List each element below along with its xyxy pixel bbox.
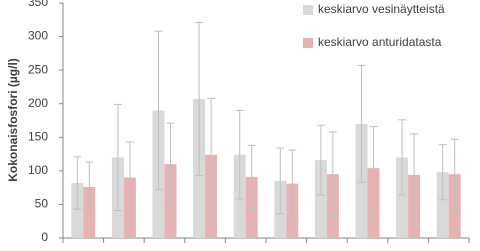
error-bar (369, 126, 378, 211)
y-tick-label: 250 (28, 62, 48, 76)
y-tick-label: 0 (41, 230, 48, 244)
legend-label: keskiarvo anturidatasta (318, 35, 442, 49)
error-bar (235, 109, 244, 200)
bar (83, 186, 96, 238)
y-axis-label: Kokonaisfosfori (µg/l) (6, 58, 20, 182)
legend-label: keskiarvo vesinäytteistä (318, 2, 445, 16)
y-tick-label: 200 (28, 96, 48, 110)
y-tick-label: 50 (35, 197, 49, 211)
y-tick-label: 100 (28, 163, 48, 177)
legend-swatch (303, 5, 313, 15)
error-bar (195, 21, 204, 177)
y-tick-label: 350 (28, 0, 48, 9)
bar (436, 172, 449, 238)
error-bar (73, 156, 82, 210)
legend-swatch (303, 38, 313, 48)
error-bar (247, 144, 256, 209)
error-bar (276, 147, 285, 215)
error-bar (450, 138, 459, 210)
y-tick-label: 300 (28, 29, 48, 43)
error-bar (288, 149, 297, 218)
error-bar (398, 119, 407, 196)
y-tick-label: 150 (28, 129, 48, 143)
error-bar (357, 64, 366, 183)
error-bar (207, 97, 216, 212)
error-bar (113, 103, 122, 211)
error-bar (85, 161, 94, 213)
error-bar (125, 141, 134, 214)
error-bar (328, 131, 337, 218)
error-bar (410, 133, 419, 217)
bar (396, 157, 409, 238)
bar (71, 182, 84, 238)
error-bar (438, 144, 447, 201)
error-bar (166, 122, 175, 206)
error-bar (154, 30, 163, 191)
error-bar (316, 124, 325, 196)
bar (314, 160, 327, 238)
